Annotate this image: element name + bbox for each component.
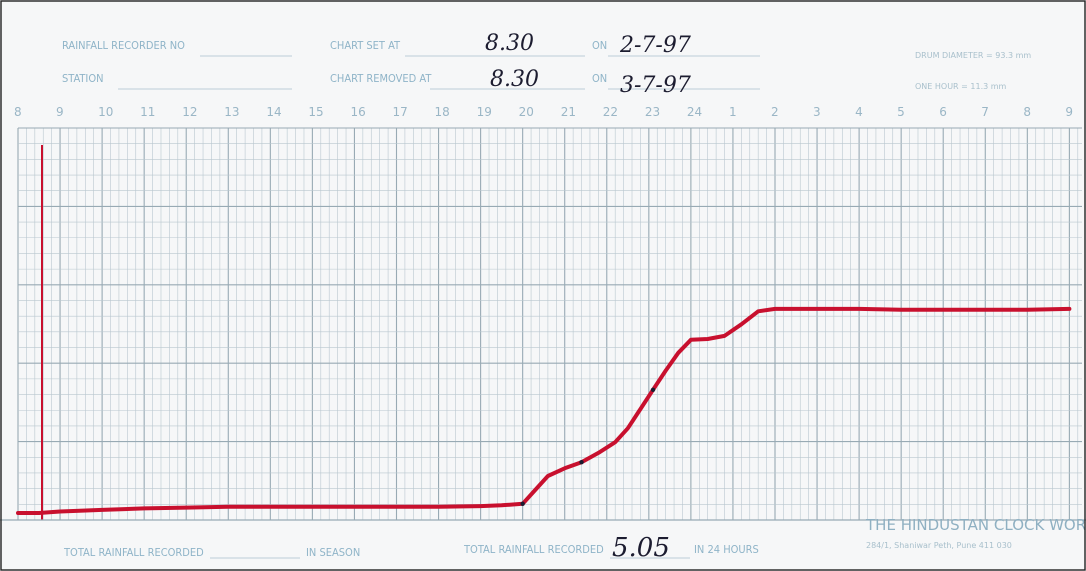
hour-tick-label: 14 xyxy=(266,105,281,119)
chart-removed-on-label: ON xyxy=(592,72,607,85)
brand-name: THE HINDUSTAN CLOCK WORKS xyxy=(865,516,1086,534)
hour-tick-label: 2 xyxy=(771,105,779,119)
hour-tick-label: 6 xyxy=(939,105,947,119)
trace-points xyxy=(520,387,656,506)
hour-tick-label: 11 xyxy=(140,105,155,119)
season-suffix: IN SEASON xyxy=(306,546,360,559)
hour-tick-label: 16 xyxy=(350,105,365,119)
hour-tick-label: 9 xyxy=(1065,105,1073,119)
hour-tick-label: 13 xyxy=(224,105,239,119)
hour-tick-label: 10 xyxy=(98,105,113,119)
hour-tick-label: 9 xyxy=(56,105,64,119)
trace-marker xyxy=(650,387,656,392)
hour-tick-label: 8 xyxy=(14,105,22,119)
hour-tick-label: 12 xyxy=(182,105,197,119)
hour-tick-label: 5 xyxy=(897,105,905,119)
brand-address: 284/1, Shaniwar Peth, Pune 411 030 xyxy=(866,541,1012,550)
hour-tick-label: 8 xyxy=(1023,105,1031,119)
chart-set-on-label: ON xyxy=(592,39,607,52)
hour-tick-label: 19 xyxy=(477,105,492,119)
hour-tick-label: 1 xyxy=(729,105,737,119)
daily-value: 5.05 xyxy=(612,533,670,563)
season-label: TOTAL RAINFALL RECORDED xyxy=(63,546,204,559)
chart-set-time: 8.30 xyxy=(485,31,534,56)
hour-tick-label: 4 xyxy=(855,105,863,119)
chart-removed-label: CHART REMOVED AT xyxy=(330,72,432,85)
chart-removed-time: 8.30 xyxy=(490,67,539,92)
daily-suffix: IN 24 HOURS xyxy=(694,543,759,556)
rainfall-trace xyxy=(16,306,1072,515)
footer: TOTAL RAINFALL RECORDED IN SEASON TOTAL … xyxy=(0,516,1086,563)
hour-tick-label: 24 xyxy=(687,105,702,119)
hour-tick-label: 17 xyxy=(392,105,407,119)
trace-marker xyxy=(579,459,584,465)
hour-tick-label: 23 xyxy=(645,105,660,119)
station-label: STATION xyxy=(62,72,104,85)
chart-set-label: CHART SET AT xyxy=(330,39,401,52)
hour-tick-labels: 8 9 10 11 12 13 14 15 16 17 18 19 20 21 22 23 24 1 2 3 4 5 6 7 8… xyxy=(14,105,1073,119)
recorder-no-label: RAINFALL RECORDER NO xyxy=(62,39,185,52)
hour-tick-label: 21 xyxy=(561,105,576,119)
hour-tick-label: 7 xyxy=(981,105,989,119)
chart-set-date: 2-7-97 xyxy=(619,33,691,58)
trace-marker xyxy=(520,501,525,506)
one-hour: ONE HOUR = 11.3 mm xyxy=(915,82,1007,91)
hour-tick-label: 18 xyxy=(435,105,450,119)
hour-tick-label: 20 xyxy=(519,105,534,119)
hour-tick-label: 15 xyxy=(308,105,323,119)
drum-diameter: DRUM DIAMETER = 93.3 mm xyxy=(915,51,1031,60)
header: RAINFALL RECORDER NO STATION CHART SET A… xyxy=(62,31,1031,98)
hour-tick-label: 22 xyxy=(603,105,618,119)
hour-tick-label: 3 xyxy=(813,105,821,119)
chart-removed-date: 3-7-97 xyxy=(620,73,691,98)
daily-label: TOTAL RAINFALL RECORDED xyxy=(463,543,604,556)
